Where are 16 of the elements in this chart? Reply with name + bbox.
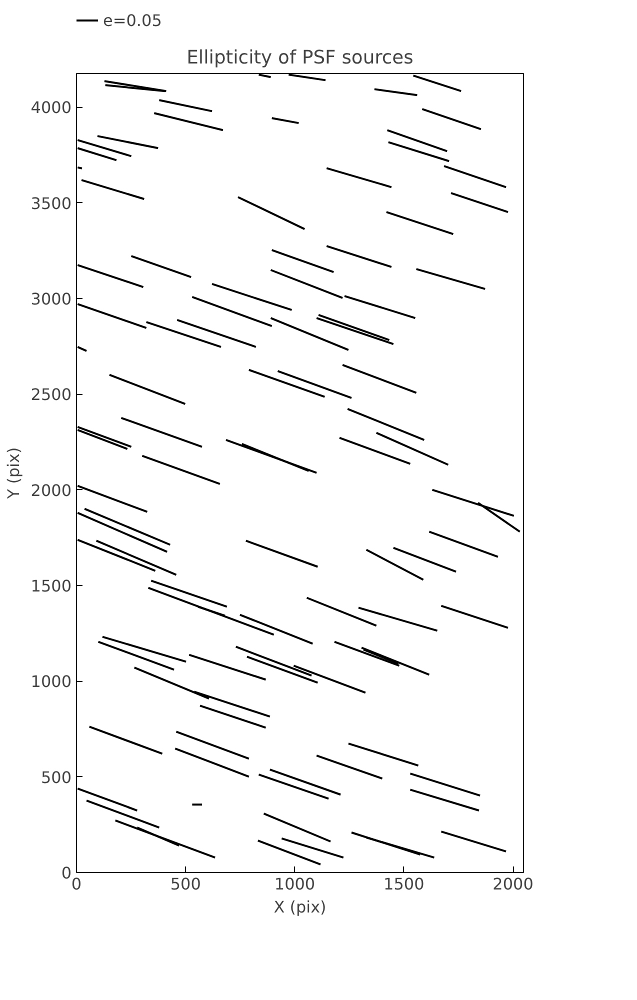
y-tick-label: 2500 (30, 385, 72, 404)
y-tick-label: 2000 (30, 480, 72, 500)
y-tick-label: 4000 (30, 98, 72, 118)
y-tick-label: 3500 (30, 194, 72, 213)
x-tick-label: 2000 (492, 874, 534, 894)
x-tick-label: 1500 (384, 874, 424, 894)
legend-label: e=0.05 (103, 10, 162, 30)
x-axis-title: X (pix) (274, 898, 326, 916)
x-tick-label: 500 (170, 874, 201, 894)
y-tick-label: 1500 (30, 576, 72, 596)
chart-title: Ellipticity of PSF sources (186, 48, 414, 68)
x-tick-label: 1000 (274, 874, 316, 894)
y-tick-label: 3000 (30, 290, 72, 309)
y-tick-label: 1000 (30, 672, 72, 692)
y-tick-label: 500 (40, 768, 72, 787)
y-axis-title: Y (pix) (4, 447, 23, 500)
